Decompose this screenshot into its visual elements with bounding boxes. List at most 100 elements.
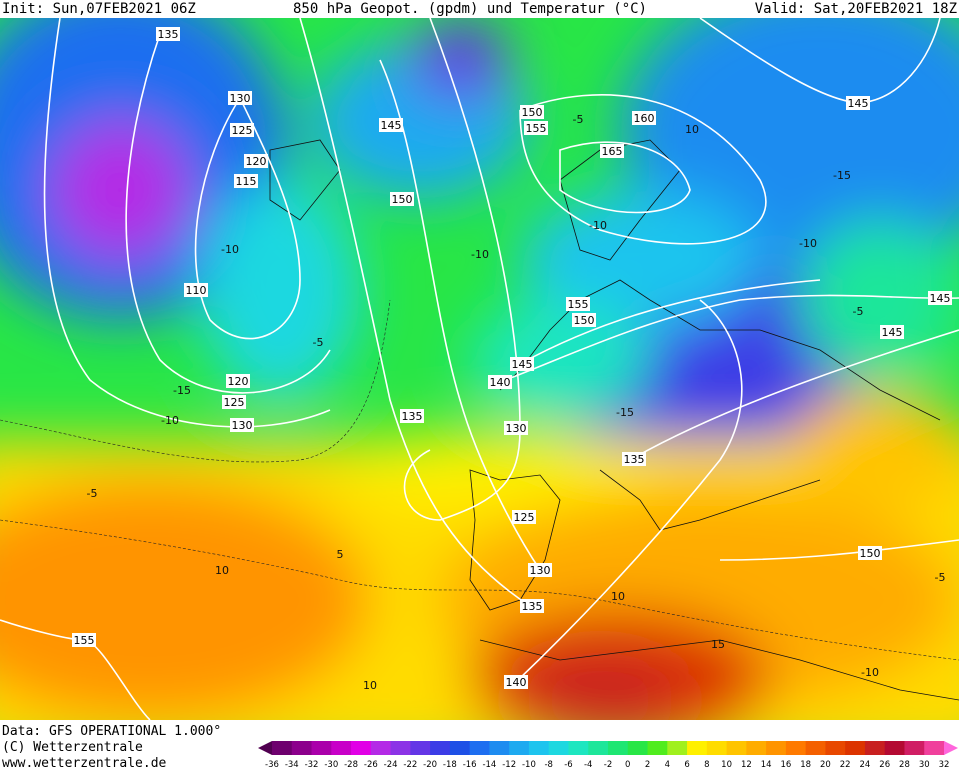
scale-swatch (667, 741, 688, 755)
scale-label: -14 (482, 760, 496, 770)
scale-label: -8 (544, 760, 552, 770)
scale-label: 20 (820, 760, 831, 770)
scale-swatch (904, 741, 925, 755)
scale-label: 8 (704, 760, 709, 770)
scale-swatch (746, 741, 767, 755)
scale-label: 6 (684, 760, 689, 770)
scale-swatch (726, 741, 747, 755)
scale-swatch (864, 741, 886, 755)
scale-swatch (331, 741, 352, 755)
scale-swatch (509, 741, 530, 755)
label-box (846, 96, 870, 110)
label-box (622, 452, 646, 466)
scale-label: -10 (522, 760, 536, 770)
label-box (379, 118, 403, 132)
scale-swatch (548, 741, 569, 755)
scale-label: -30 (324, 760, 338, 770)
scale-label: 4 (665, 760, 670, 770)
temperature-label: 15 (711, 638, 725, 651)
scale-swatch (845, 741, 866, 755)
scale-swatch (351, 741, 372, 755)
geopotential-label: 160 (634, 112, 655, 125)
geopotential-label: 130 (232, 419, 253, 432)
init-time: Init: Sun,07FEB2021 06Z (2, 1, 196, 17)
scale-swatch (489, 741, 510, 755)
geopotential-label: 135 (158, 28, 179, 41)
scale-label: 0 (625, 760, 630, 770)
label-box (928, 291, 952, 305)
scale-label: -22 (403, 760, 417, 770)
temperature-label: -10 (861, 666, 879, 679)
scale-label: 12 (741, 760, 752, 770)
label-box (184, 283, 208, 297)
scale-label: 24 (860, 760, 871, 770)
scale-swatch (687, 741, 708, 755)
geopotential-label: 125 (224, 396, 245, 409)
label-box (528, 563, 552, 577)
color-scale: -36 -34 -32 -30 -28 -26 -24 -22 -20 -18 -16 -14 -12-… (258, 741, 958, 770)
geopotential-label: 120 (246, 155, 267, 168)
label-box (72, 633, 96, 647)
scale-label: -12 (502, 760, 516, 770)
geopotential-label: 155 (526, 122, 547, 135)
label-box (504, 421, 528, 435)
geopotential-label: 145 (848, 97, 869, 110)
scale-swatch (291, 741, 313, 755)
scale-label: 26 (879, 760, 890, 770)
geopotential-label: 145 (930, 292, 951, 305)
scale-swatch (430, 741, 451, 755)
scale-swatch (608, 741, 629, 755)
geopotential-label: 155 (568, 298, 589, 311)
temperature-label: 5 (337, 548, 344, 561)
label-box (230, 123, 254, 137)
geopotential-label: 135 (402, 410, 423, 423)
geopotential-label: 130 (530, 564, 551, 577)
scale-swatch (410, 741, 431, 755)
label-box (488, 375, 512, 389)
valid-time: Valid: Sat,20FEB2021 18Z (755, 1, 957, 17)
temperature-label: 10 (611, 590, 625, 603)
scale-label: 10 (721, 760, 732, 770)
label-box (858, 546, 882, 560)
scale-swatch (706, 741, 728, 755)
label-box (156, 27, 180, 41)
copyright: (C) Wetterzentrale (2, 740, 143, 755)
scale-label: -24 (384, 760, 398, 770)
label-box (228, 91, 252, 105)
scale-label: -2 (604, 760, 612, 770)
scale-label: -18 (443, 760, 457, 770)
temperature-label: -5 (313, 336, 324, 349)
geopotential-label: 135 (522, 600, 543, 613)
scale-label: -34 (285, 760, 299, 770)
label-box (390, 192, 414, 206)
geopotential-label: 140 (490, 376, 511, 389)
scale-label: 22 (840, 760, 851, 770)
geopotential-label: 125 (232, 124, 253, 137)
scale-label: 28 (899, 760, 910, 770)
geopotential-label: 150 (522, 106, 543, 119)
scale-label: 30 (919, 760, 930, 770)
label-box (520, 105, 544, 119)
temperature-label: -5 (935, 571, 946, 584)
label-box (510, 357, 534, 371)
geopotential-label: 150 (860, 547, 881, 560)
scale-arrow-low (258, 741, 272, 755)
temperature-label: -10 (161, 414, 179, 427)
temperature-label: -5 (573, 113, 584, 126)
geopotential-label: 135 (624, 453, 645, 466)
label-box (566, 297, 590, 311)
temperature-label: 10 (215, 564, 229, 577)
geopotential-label: 155 (74, 634, 95, 647)
temperature-label: -10 (589, 219, 607, 232)
scale-label: -20 (423, 760, 437, 770)
geopotential-label: 110 (186, 284, 207, 297)
data-source: Data: GFS OPERATIONAL 1.000° (2, 724, 221, 739)
temperature-label: -10 (799, 237, 817, 250)
scale-swatch (588, 741, 609, 755)
scale-swatch (311, 741, 332, 755)
scale-label: -4 (584, 760, 592, 770)
scale-swatch (469, 741, 490, 755)
label-box (520, 599, 544, 613)
geopotential-label: 130 (506, 422, 527, 435)
